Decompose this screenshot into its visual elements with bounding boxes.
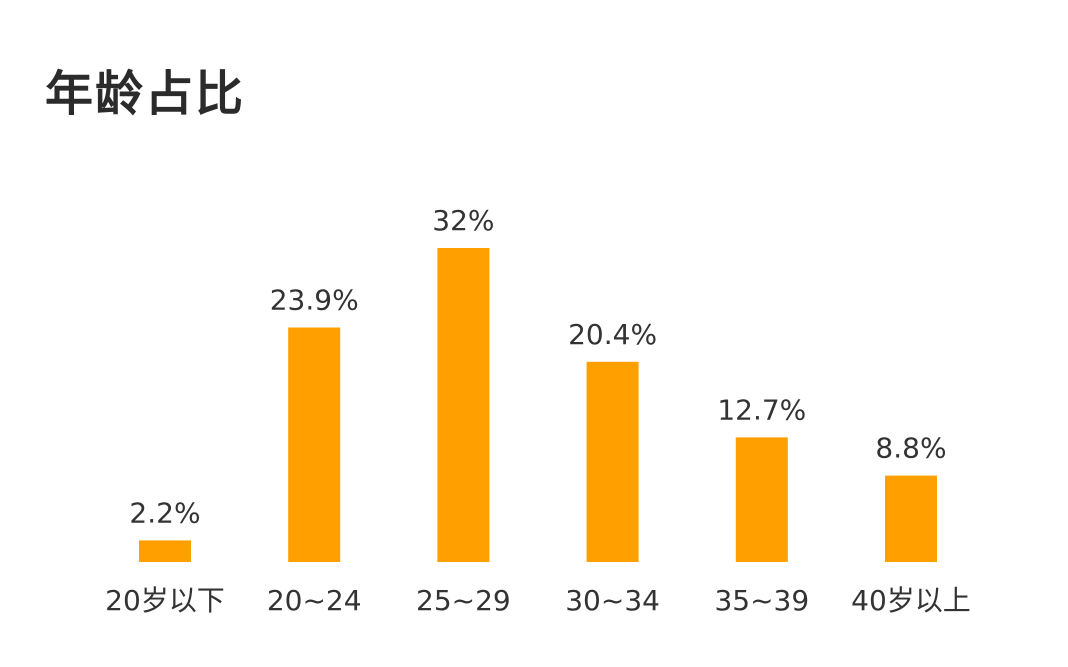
bar-3 xyxy=(437,248,490,562)
x-tick-label-3: 25~29 xyxy=(416,584,511,617)
value-label-3: 32% xyxy=(432,204,494,237)
x-tick-label-1: 20岁以下 xyxy=(105,584,225,617)
x-tick-label-6: 40岁以上 xyxy=(851,584,971,617)
value-label-1: 2.2% xyxy=(129,496,200,529)
x-tick-label-4: 30~34 xyxy=(565,584,660,617)
bar-4 xyxy=(586,361,639,562)
bar-1 xyxy=(139,540,191,562)
value-label-4: 20.4% xyxy=(568,318,657,351)
value-label-6: 8.8% xyxy=(875,432,946,465)
value-label-5: 12.7% xyxy=(717,393,806,426)
page-title: 年龄占比 xyxy=(45,66,246,122)
bar-2 xyxy=(288,327,341,562)
x-tick-label-2: 20~24 xyxy=(267,584,362,617)
bar-6 xyxy=(885,475,937,562)
value-label-2: 23.9% xyxy=(270,284,359,317)
bar-5 xyxy=(735,437,788,562)
x-tick-label-5: 35~39 xyxy=(714,584,809,617)
